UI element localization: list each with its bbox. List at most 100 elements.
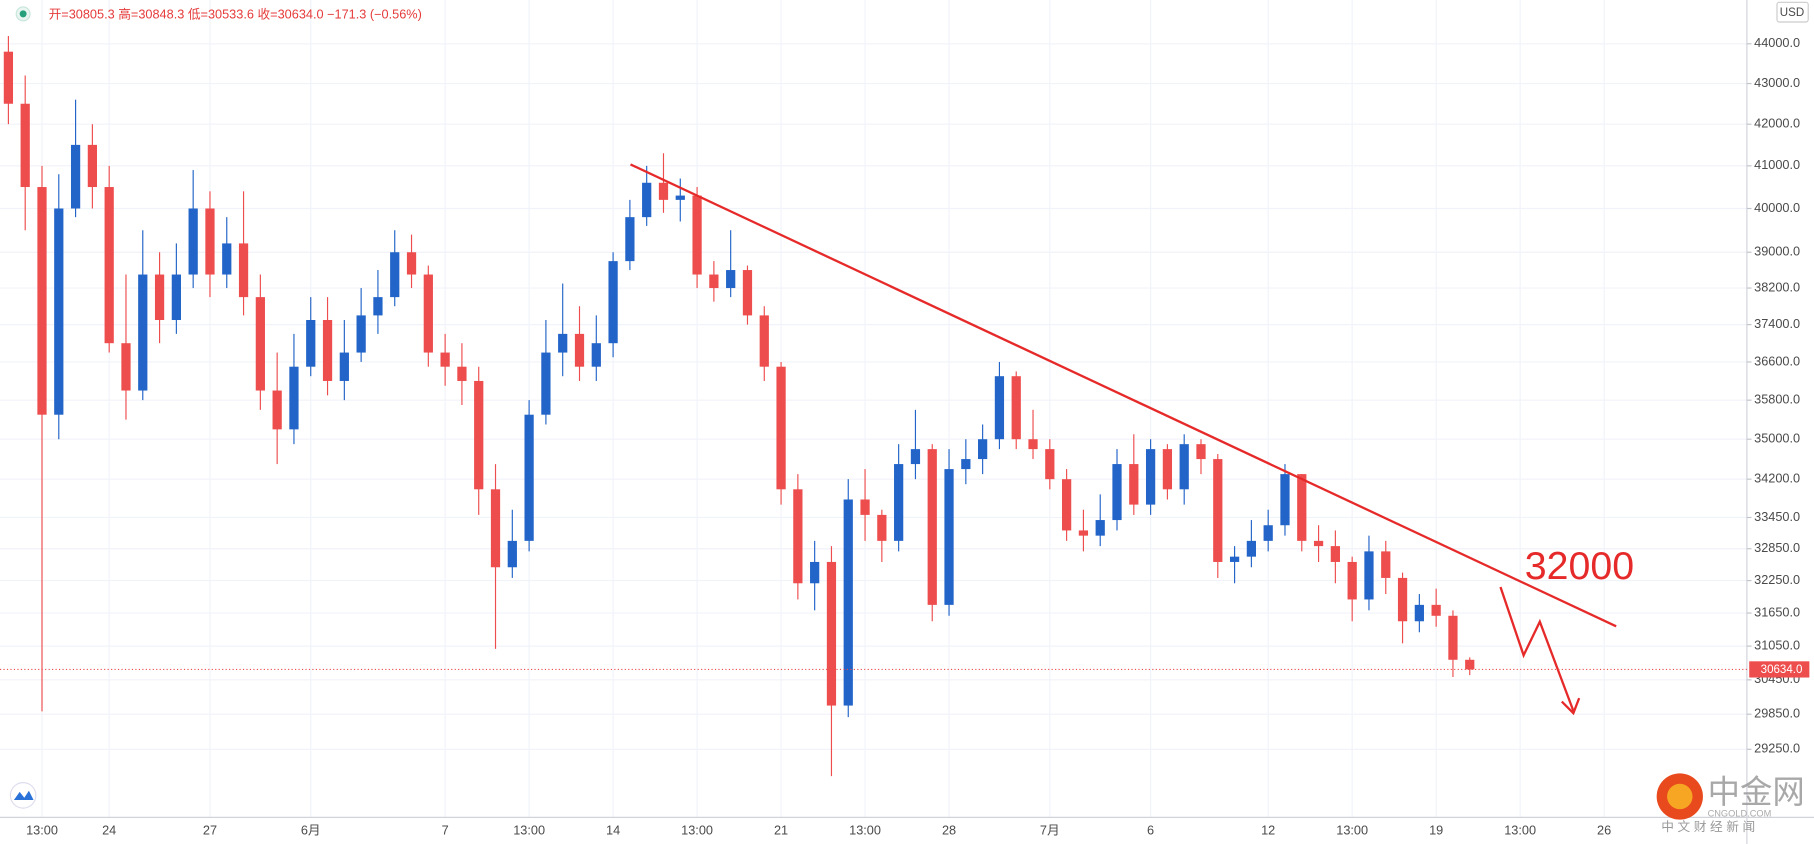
candle-body — [1448, 615, 1458, 660]
candle-body — [1229, 556, 1240, 562]
status-dot — [19, 10, 27, 18]
candle-body — [238, 243, 249, 298]
candle-body — [877, 514, 887, 541]
watermark-logo-inner — [1667, 783, 1693, 810]
candle-body — [490, 489, 501, 568]
y-tick-label: 44000.0 — [1754, 35, 1800, 50]
candle-body — [1330, 546, 1340, 562]
x-tick-label: 19 — [1429, 823, 1443, 838]
candle-body — [1028, 439, 1038, 450]
watermark-domain: CNGOLD.COM — [1708, 808, 1772, 818]
candle-body — [54, 208, 64, 415]
y-tick-label: 35800.0 — [1754, 392, 1800, 407]
axes: 44000.0 43000.0 42000.0 41000.0 40000.0 39000… — [0, 35, 1810, 838]
candle-body — [440, 352, 450, 367]
candle-body — [1263, 525, 1273, 541]
candle-body — [1381, 551, 1391, 578]
candle-body — [423, 274, 433, 353]
candle-body — [1145, 449, 1156, 505]
y-tick-label: 32250.0 — [1754, 572, 1800, 587]
logo-mark — [13, 790, 34, 801]
candle-body — [608, 261, 618, 344]
candle-body — [1162, 449, 1173, 490]
ohlc-legend: 开=30805.3 高=30848.3 低=30533.6 收=30634.0 … — [49, 6, 422, 21]
candle-body — [205, 208, 215, 275]
last-price-label: 30634.0 — [1761, 664, 1803, 676]
candle-body — [1280, 474, 1290, 526]
candle-body — [944, 469, 954, 605]
watermark-brand: 中金网 — [1708, 774, 1805, 810]
y-tick-label: 37400.0 — [1754, 316, 1800, 331]
candle-body — [1061, 479, 1072, 531]
x-tick-label: 21 — [774, 823, 788, 838]
candle-body — [1179, 444, 1189, 490]
x-tick-label: 14 — [606, 823, 620, 838]
candle-body — [994, 376, 1005, 440]
grid — [0, 0, 1747, 818]
candle-body — [1397, 577, 1408, 622]
candle-body — [558, 333, 568, 353]
candle-body — [104, 187, 114, 344]
candle-body — [356, 315, 366, 353]
candle-body — [759, 315, 769, 367]
candle-body — [1246, 540, 1257, 557]
trend-line — [630, 163, 1617, 628]
candle-body — [20, 103, 30, 188]
candle-body — [625, 217, 635, 262]
candle-body — [860, 499, 870, 515]
candle-body — [961, 459, 971, 470]
arrow-head — [1560, 697, 1581, 716]
candle-body — [1112, 464, 1122, 521]
candle-body — [188, 208, 198, 275]
y-tick-label: 39000.0 — [1754, 244, 1800, 259]
y-tick-label: 43000.0 — [1754, 75, 1800, 90]
candle-body — [675, 195, 685, 200]
y-tick-label: 29850.0 — [1754, 706, 1800, 721]
candle-body — [524, 414, 534, 541]
x-tick-label: 6 — [1147, 823, 1154, 838]
y-tick-label: 29250.0 — [1754, 741, 1800, 756]
y-tick-label: 36600.0 — [1754, 353, 1800, 368]
candle-body — [910, 449, 921, 465]
candle-body — [1431, 604, 1441, 616]
currency-box[interactable] — [1776, 1, 1809, 23]
y-tick-label: 31050.0 — [1754, 637, 1800, 652]
x-tick-label: 7月 — [1040, 823, 1060, 838]
candle-body — [709, 274, 719, 289]
x-tick-label: 13:00 — [26, 823, 58, 838]
candle-body — [1213, 459, 1223, 562]
candle-body — [406, 252, 417, 275]
candle-body — [255, 297, 265, 391]
x-tick-label: 28 — [942, 823, 956, 838]
candle-body — [1313, 540, 1324, 547]
candle-body — [339, 352, 349, 381]
candle-body — [1078, 530, 1089, 536]
watermark-tagline: 中 文 财 经 新 闻 — [1661, 819, 1755, 834]
candle-body — [222, 243, 232, 275]
candle-body — [322, 320, 333, 381]
y-tick-label: 41000.0 — [1754, 157, 1800, 172]
candle-body — [810, 561, 820, 584]
y-tick-label: 35000.0 — [1754, 431, 1800, 446]
currency: USD — [1780, 7, 1804, 19]
y-tick-label: 33450.0 — [1754, 509, 1800, 524]
candle-body — [457, 366, 467, 381]
y-tick-label: 32850.0 — [1754, 540, 1800, 555]
candle-body — [793, 489, 803, 584]
candle-body — [642, 182, 652, 218]
candle-body — [658, 182, 669, 200]
candle-body — [154, 274, 165, 321]
x-tick-label: 13:00 — [1504, 823, 1536, 838]
candle-body — [1414, 604, 1424, 622]
candles — [3, 35, 1475, 777]
candle-body — [692, 195, 702, 275]
x-tick-label: 13:00 — [1336, 823, 1368, 838]
annotation: 32000 — [1525, 544, 1634, 588]
candle-body — [1364, 551, 1374, 600]
last-price-box — [1749, 661, 1810, 678]
logo-badge — [9, 782, 37, 809]
candle-body — [894, 464, 904, 541]
candle-body — [1011, 376, 1021, 440]
